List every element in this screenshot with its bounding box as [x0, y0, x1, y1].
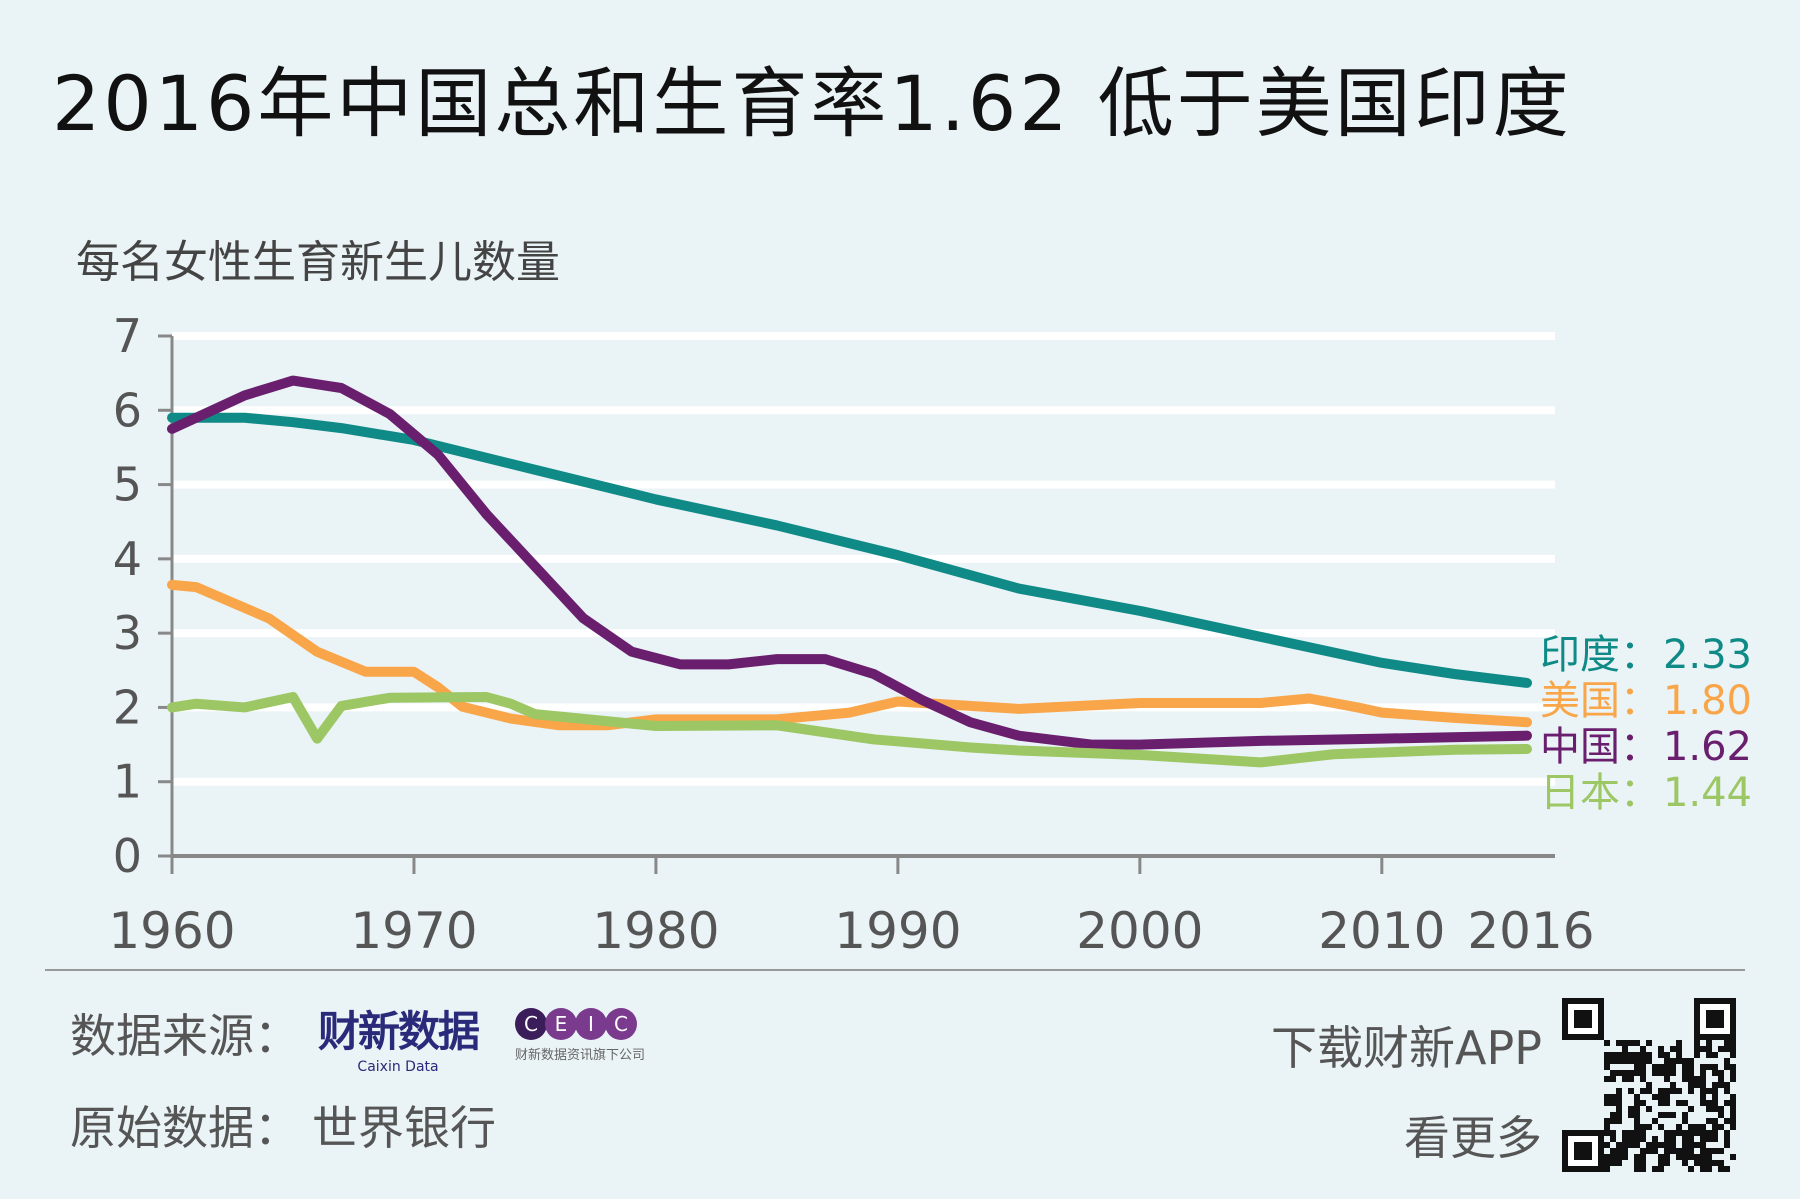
end-label-日本: 日本： — [1540, 770, 1660, 816]
app-promo-line2: 看更多 — [1404, 1111, 1542, 1165]
original-value: 世界银行 — [312, 1101, 496, 1155]
ceic-letter: E — [545, 1008, 577, 1040]
ceic-letter: C — [605, 1008, 637, 1040]
y-tick-label: 0 — [113, 829, 142, 883]
x-tick-label: 2010 — [1318, 902, 1445, 960]
app-promo-line1: 下载财新APP — [1271, 1021, 1542, 1075]
end-value-印度: 2.33 — [1663, 632, 1752, 678]
caixin-data-logo: 财新数据 Caixin Data — [318, 998, 480, 1075]
y-tick-label: 3 — [113, 606, 142, 660]
y-tick-label: 4 — [113, 532, 142, 586]
y-tick-label: 1 — [113, 755, 142, 809]
footer-divider — [45, 969, 1745, 971]
ceic-sub: 财新数据资讯旗下公司 — [515, 1048, 646, 1063]
series-line-日本 — [167, 692, 1532, 768]
y-tick-label: 5 — [113, 458, 142, 512]
x-tick-label: 2016 — [1467, 902, 1594, 960]
ceic-letter: C — [515, 1008, 547, 1040]
series-line-中国 — [167, 375, 1532, 750]
source-label: 数据来源： — [70, 1009, 300, 1063]
end-label-美国: 美国： — [1540, 678, 1660, 724]
series-line-美国 — [167, 579, 1532, 731]
qr-code[interactable] — [1562, 998, 1736, 1172]
ceic-logo: C E I C 财新数据资讯旗下公司 — [515, 1008, 645, 1063]
end-label-中国: 中国： — [1540, 724, 1660, 770]
y-tick-label: 2 — [113, 680, 142, 734]
y-tick-label: 7 — [113, 309, 142, 363]
ceic-letter: I — [575, 1008, 607, 1040]
end-value-美国: 1.80 — [1663, 678, 1752, 724]
end-value-中国: 1.62 — [1663, 724, 1752, 770]
y-tick-label: 6 — [113, 383, 142, 437]
original-label: 原始数据： — [70, 1101, 300, 1155]
line-chart: 0 1 2 3 4 5 6 7 1960 1970 1980 1990 2000 2010 2016 印度： 2… — [108, 309, 1752, 960]
x-tick-label: 1970 — [350, 902, 477, 960]
x-tick-label: 2000 — [1076, 902, 1203, 960]
chart-title: 2016年中国总和生育率1.62 低于美国印度 — [52, 59, 1572, 148]
end-label-印度: 印度： — [1540, 632, 1660, 678]
x-tick-label: 1990 — [834, 902, 961, 960]
x-tick-label: 1960 — [108, 902, 235, 960]
end-value-日本: 1.44 — [1663, 770, 1752, 816]
original-source: 原始数据： 世界银行 — [70, 1092, 496, 1158]
caixin-logo-text: 财新数据 — [318, 1007, 480, 1056]
x-tick-label: 1980 — [592, 902, 719, 960]
series-line-印度 — [167, 412, 1532, 688]
y-axis-label: 每名女性生育新生儿数量 — [76, 237, 560, 288]
caixin-logo-sub: Caixin Data — [357, 1059, 439, 1075]
